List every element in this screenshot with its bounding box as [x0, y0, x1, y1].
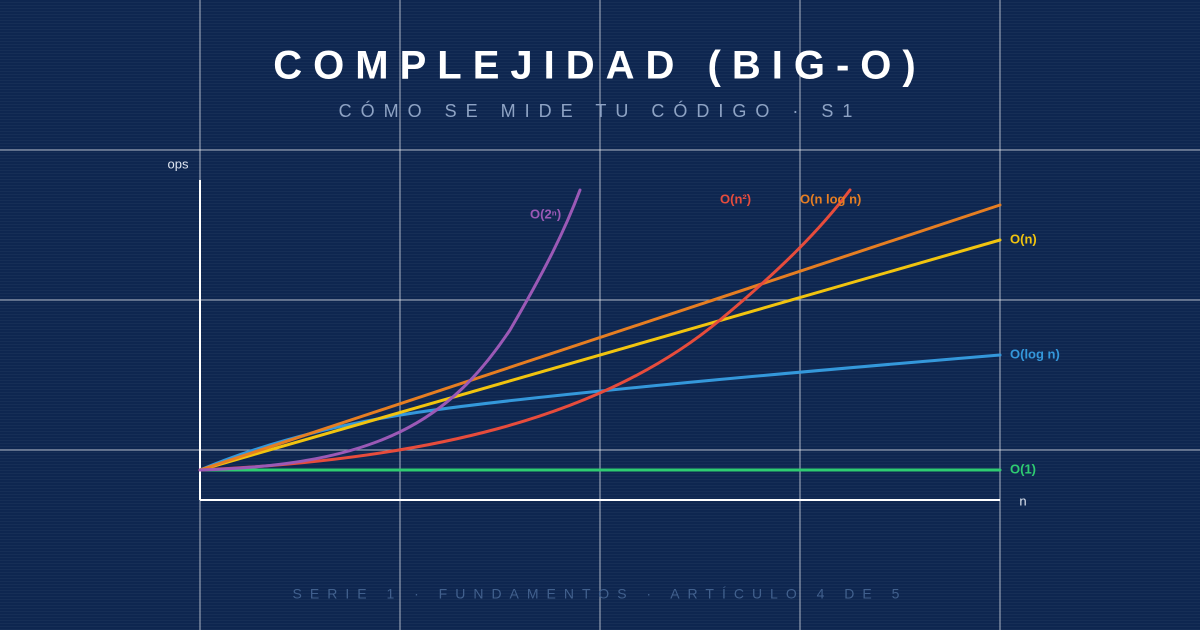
curve-label: O(2ⁿ) [530, 206, 561, 221]
title: COMPLEJIDAD (BIG-O) [273, 44, 926, 88]
curve-label: O(log n) [1010, 346, 1060, 361]
curve-label: O(n) [1010, 231, 1037, 246]
curve [198, 353, 1002, 472]
curve [198, 238, 1002, 472]
curve-label: O(n²) [720, 191, 751, 206]
curve-label: O(n log n) [800, 191, 861, 206]
curve [198, 188, 582, 472]
footer: SERIE 1 · FUNDAMENTOS · ARTÍCULO 4 DE 5 [293, 586, 908, 602]
curve [198, 203, 1002, 472]
curve-label: O(1) [1010, 461, 1036, 476]
subtitle: CÓMO SE MIDE TU CÓDIGO · S1 [339, 100, 862, 121]
y-axis-label: ops [168, 156, 189, 171]
x-axis-label: n [1019, 493, 1026, 508]
curve [198, 188, 852, 472]
